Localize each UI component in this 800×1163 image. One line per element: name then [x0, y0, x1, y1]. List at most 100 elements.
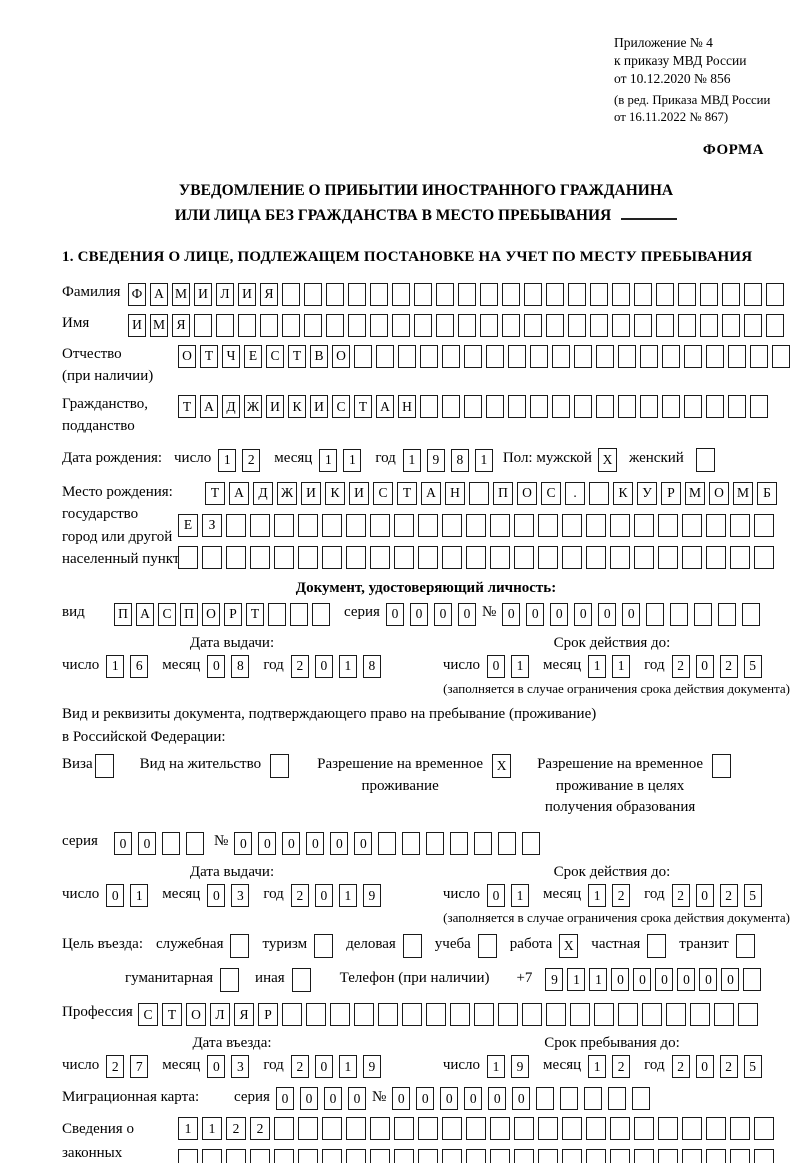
char-box[interactable]: [536, 1087, 555, 1111]
char-box[interactable]: [502, 282, 520, 306]
char-box[interactable]: И: [301, 481, 321, 505]
char-box[interactable]: [486, 344, 504, 368]
char-box[interactable]: [538, 513, 558, 537]
char-box[interactable]: Р: [661, 481, 681, 505]
checkbox-cell[interactable]: [270, 753, 290, 778]
char-box[interactable]: [508, 395, 526, 419]
char-box[interactable]: [326, 313, 344, 337]
char-box[interactable]: [346, 513, 366, 537]
checkbox-cell[interactable]: X: [492, 753, 512, 778]
char-box[interactable]: 8: [231, 654, 250, 678]
char-box[interactable]: [656, 282, 674, 306]
char-box[interactable]: [730, 1149, 750, 1163]
char-box[interactable]: 0: [207, 884, 226, 908]
char-box[interactable]: А: [229, 481, 249, 505]
char-box[interactable]: [226, 1149, 246, 1163]
char-box[interactable]: [436, 313, 454, 337]
char-box[interactable]: [640, 344, 658, 368]
char-box[interactable]: [322, 1117, 342, 1141]
char-box[interactable]: [754, 1117, 774, 1141]
char-box[interactable]: 9: [511, 1055, 530, 1079]
char-box[interactable]: 2: [290, 654, 309, 678]
char-box[interactable]: [418, 1149, 438, 1163]
char-box[interactable]: [392, 282, 410, 306]
char-box[interactable]: [274, 1149, 294, 1163]
char-box[interactable]: [348, 313, 366, 337]
char-box[interactable]: 2: [671, 1055, 690, 1079]
char-box[interactable]: 0: [299, 1087, 318, 1111]
char-box[interactable]: А: [150, 282, 168, 306]
char-box[interactable]: 2: [612, 884, 631, 908]
char-box[interactable]: [370, 1117, 390, 1141]
char-box[interactable]: [612, 282, 630, 306]
char-box[interactable]: [642, 1003, 662, 1027]
char-box[interactable]: 1: [589, 968, 608, 992]
char-box[interactable]: [466, 1117, 486, 1141]
char-box[interactable]: 2: [290, 1055, 309, 1079]
char-box[interactable]: 0: [699, 968, 718, 992]
char-box[interactable]: [728, 395, 746, 419]
char-box[interactable]: [282, 282, 300, 306]
char-box[interactable]: [514, 513, 534, 537]
char-box[interactable]: [596, 344, 614, 368]
char-box[interactable]: [392, 313, 410, 337]
char-box[interactable]: [730, 513, 750, 537]
char-box[interactable]: [570, 1003, 590, 1027]
char-box[interactable]: 0: [234, 832, 253, 856]
char-box[interactable]: 2: [719, 654, 738, 678]
char-box[interactable]: 0: [282, 832, 301, 856]
char-box[interactable]: [436, 282, 454, 306]
char-box[interactable]: [268, 602, 286, 626]
char-box[interactable]: 3: [231, 884, 250, 908]
char-box[interactable]: [420, 344, 438, 368]
char-box[interactable]: [658, 1149, 678, 1163]
char-box[interactable]: [618, 344, 636, 368]
char-box[interactable]: [610, 545, 630, 569]
char-box[interactable]: 2: [719, 1055, 738, 1079]
char-box[interactable]: [370, 282, 388, 306]
char-box[interactable]: [538, 1149, 558, 1163]
char-box[interactable]: [346, 1117, 366, 1141]
char-box[interactable]: [394, 545, 414, 569]
char-box[interactable]: [594, 1003, 614, 1027]
char-box[interactable]: [260, 313, 278, 337]
checkbox-cell[interactable]: [695, 447, 715, 472]
checkbox-cell[interactable]: [402, 934, 422, 959]
char-box[interactable]: [640, 395, 658, 419]
char-box[interactable]: Н: [445, 481, 465, 505]
char-box[interactable]: [304, 313, 322, 337]
char-box[interactable]: [706, 1149, 726, 1163]
char-box[interactable]: 1: [343, 448, 362, 472]
char-box[interactable]: 2: [612, 1055, 631, 1079]
char-box[interactable]: Ж: [244, 395, 262, 419]
char-box[interactable]: С: [541, 481, 561, 505]
char-box[interactable]: [194, 313, 212, 337]
char-box[interactable]: [656, 313, 674, 337]
char-box[interactable]: 1: [612, 654, 631, 678]
char-box[interactable]: [370, 1149, 390, 1163]
char-box[interactable]: [508, 344, 526, 368]
char-box[interactable]: И: [310, 395, 328, 419]
char-box[interactable]: О: [202, 602, 220, 626]
char-box[interactable]: Л: [216, 282, 234, 306]
char-box[interactable]: [458, 282, 476, 306]
char-box[interactable]: У: [637, 481, 657, 505]
char-box[interactable]: [442, 344, 460, 368]
char-box[interactable]: [464, 344, 482, 368]
char-box[interactable]: [586, 545, 606, 569]
char-box[interactable]: [538, 545, 558, 569]
char-box[interactable]: [586, 513, 606, 537]
char-box[interactable]: [394, 1117, 414, 1141]
char-box[interactable]: 0: [258, 832, 277, 856]
char-box[interactable]: [354, 1003, 374, 1027]
char-box[interactable]: [418, 513, 438, 537]
char-box[interactable]: 0: [457, 602, 476, 626]
char-box[interactable]: Р: [224, 602, 242, 626]
char-box[interactable]: 0: [695, 1055, 714, 1079]
char-box[interactable]: [306, 1003, 326, 1027]
char-box[interactable]: И: [128, 313, 146, 337]
char-box[interactable]: 1: [588, 884, 607, 908]
char-box[interactable]: 1: [319, 448, 338, 472]
char-box[interactable]: [322, 513, 342, 537]
char-box[interactable]: [442, 1117, 462, 1141]
